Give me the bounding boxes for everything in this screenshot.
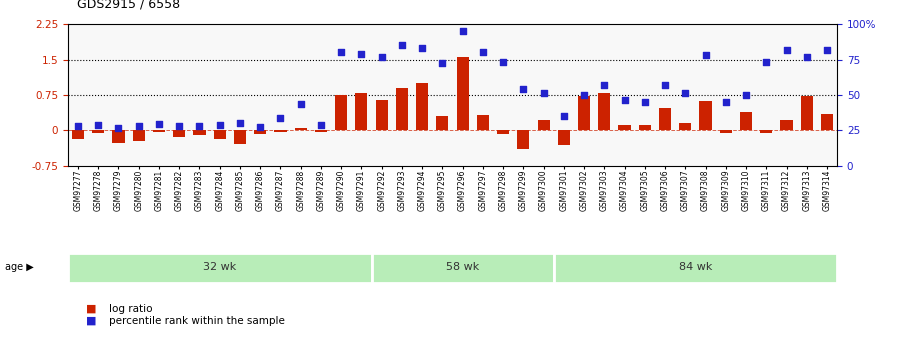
Text: ■: ■ — [86, 304, 97, 314]
Bar — [477, 115, 489, 130]
Point — [152, 121, 167, 126]
Bar — [356, 92, 367, 130]
Bar — [740, 112, 752, 130]
Bar — [92, 130, 104, 132]
Point — [557, 114, 571, 119]
Point — [91, 122, 106, 127]
Bar — [821, 114, 834, 130]
Point — [799, 55, 814, 60]
Point — [719, 99, 733, 105]
Bar — [557, 130, 570, 145]
Bar — [618, 125, 631, 130]
Point — [435, 60, 450, 66]
Bar — [376, 100, 387, 130]
Bar — [416, 83, 428, 130]
Text: log ratio: log ratio — [109, 304, 152, 314]
Point — [293, 101, 308, 107]
Text: 84 wk: 84 wk — [679, 263, 712, 272]
Point — [233, 120, 247, 126]
Bar — [274, 130, 287, 132]
Bar — [71, 130, 84, 139]
Bar — [760, 130, 772, 132]
Point — [414, 45, 429, 50]
Bar — [719, 130, 732, 132]
Text: age ▶: age ▶ — [5, 263, 33, 272]
Point — [314, 122, 329, 128]
Bar — [194, 130, 205, 135]
Point — [172, 123, 186, 128]
Point — [779, 47, 794, 53]
Bar — [598, 93, 610, 130]
Bar — [133, 130, 145, 141]
Point — [820, 47, 834, 53]
Bar — [578, 96, 590, 130]
Point — [637, 99, 652, 105]
Bar — [372, 253, 554, 283]
Bar — [112, 130, 125, 144]
Bar — [659, 108, 672, 130]
Point — [537, 90, 551, 95]
Bar — [335, 95, 348, 130]
Point — [738, 92, 753, 98]
Bar — [538, 120, 549, 130]
Text: percentile rank within the sample: percentile rank within the sample — [109, 316, 284, 326]
Point — [678, 90, 692, 95]
Bar — [315, 130, 327, 132]
Point — [476, 50, 491, 55]
Point — [699, 52, 713, 58]
Point — [597, 83, 612, 88]
Bar — [295, 128, 307, 130]
Bar — [395, 88, 408, 130]
Bar — [233, 130, 246, 144]
Point — [759, 59, 774, 65]
Bar — [436, 116, 449, 130]
Bar — [680, 123, 691, 130]
Text: ■: ■ — [86, 316, 97, 326]
Point — [192, 124, 206, 129]
Bar — [497, 130, 510, 134]
Text: GDS2915 / 6558: GDS2915 / 6558 — [77, 0, 180, 10]
Bar — [639, 125, 651, 130]
Bar — [518, 130, 529, 149]
Point — [111, 125, 126, 131]
Point — [252, 125, 268, 130]
Point — [516, 86, 530, 91]
Point — [395, 43, 409, 48]
Bar — [254, 130, 266, 134]
Bar — [214, 130, 225, 139]
Text: 58 wk: 58 wk — [446, 263, 480, 272]
Point — [131, 123, 146, 129]
Point — [496, 59, 510, 65]
Point — [334, 50, 348, 55]
Point — [273, 115, 288, 120]
Point — [354, 51, 368, 57]
Point — [71, 124, 85, 129]
Point — [213, 122, 227, 128]
Bar — [173, 130, 186, 137]
Bar — [456, 57, 469, 130]
Bar — [68, 253, 372, 283]
Bar — [153, 130, 165, 132]
Bar — [700, 101, 711, 130]
Point — [375, 55, 389, 60]
Point — [617, 97, 632, 102]
Bar — [801, 96, 813, 130]
Point — [455, 29, 470, 34]
Text: 32 wk: 32 wk — [203, 263, 236, 272]
Point — [658, 83, 672, 88]
Bar — [554, 253, 837, 283]
Point — [576, 92, 591, 98]
Bar — [780, 120, 793, 130]
